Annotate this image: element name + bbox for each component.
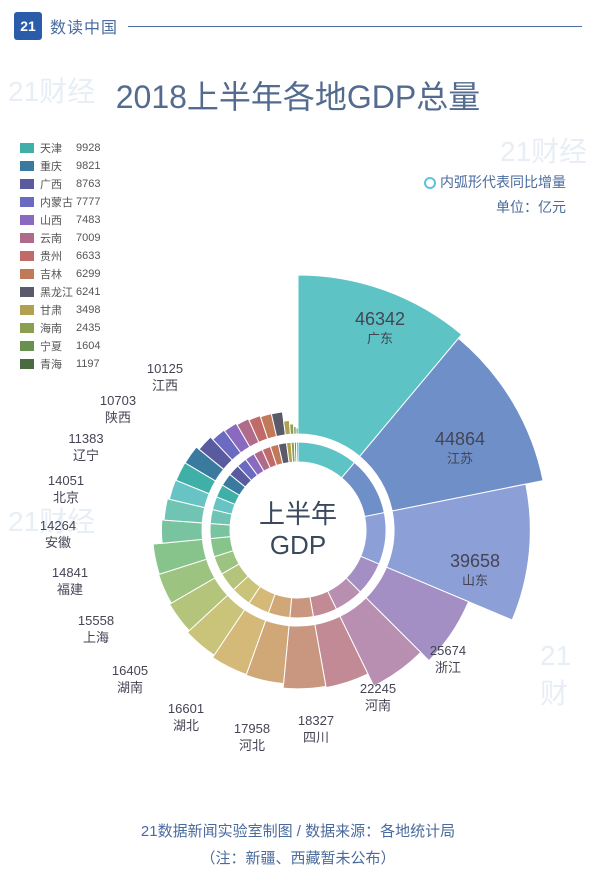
slice-label: 10125江西	[147, 361, 183, 395]
legend-item: 吉林6299	[20, 266, 100, 282]
legend-item: 黑龙江6241	[20, 284, 100, 300]
slice-label: 25674浙江	[430, 643, 466, 677]
chart-center-label: 上半年GDP	[259, 499, 337, 561]
note-bullet-icon	[424, 177, 436, 189]
legend-item: 云南7009	[20, 230, 100, 246]
watermark: 21财经	[500, 130, 587, 170]
header-divider	[128, 26, 582, 27]
note-line1: 内弧形代表同比增量	[440, 174, 566, 190]
legend-item: 重庆9821	[20, 158, 100, 174]
chart-footer: 21数据新闻实验室制图 / 数据来源：各地统计局 （注：新疆、西藏暂未公布）	[0, 818, 596, 872]
legend-item: 贵州6633	[20, 248, 100, 264]
brand-logo: 21	[14, 12, 42, 40]
header-title: 数读中国	[50, 14, 118, 38]
slice-label: 10703陕西	[100, 393, 136, 427]
legend-item: 海南2435	[20, 320, 100, 336]
slice-label: 46342广东	[355, 308, 405, 348]
legend-item: 内蒙古7777	[20, 194, 100, 210]
slice-label: 14841福建	[52, 565, 88, 599]
slice-label: 17958河北	[234, 721, 270, 755]
header: 21 数读中国	[0, 0, 596, 52]
legend-item: 山西7483	[20, 212, 100, 228]
legend-item: 甘肃3498	[20, 302, 100, 318]
legend-item: 天津9928	[20, 140, 100, 156]
chart-note: 内弧形代表同比增量 单位：亿元	[424, 170, 566, 220]
legend-item: 广西8763	[20, 176, 100, 192]
slice-label: 14051北京	[48, 473, 84, 507]
slice-label: 44864江苏	[435, 428, 485, 468]
slice-label: 16405湖南	[112, 663, 148, 697]
slice-label: 18327四川	[298, 713, 334, 747]
legend-item: 青海1197	[20, 356, 100, 372]
slice-label: 22245河南	[360, 681, 396, 715]
footer-line2: （注：新疆、西藏暂未公布）	[0, 845, 596, 872]
slice-label: 15558上海	[78, 613, 114, 647]
legend: 天津9928 重庆9821 广西8763 内蒙古7777 山西7483 云南7009 贵州6…	[20, 140, 100, 374]
slice-label: 16601湖北	[168, 701, 204, 735]
footer-line1: 21数据新闻实验室制图 / 数据来源：各地统计局	[0, 818, 596, 845]
note-line2: 单位：亿元	[424, 195, 566, 220]
slice-label: 11383辽宁	[68, 431, 103, 465]
slice-label: 14264安徽	[40, 518, 76, 552]
chart-title: 2018上半年各地GDP总量	[0, 72, 596, 118]
legend-item: 宁夏1604	[20, 338, 100, 354]
slice-label: 39658山东	[450, 550, 500, 590]
